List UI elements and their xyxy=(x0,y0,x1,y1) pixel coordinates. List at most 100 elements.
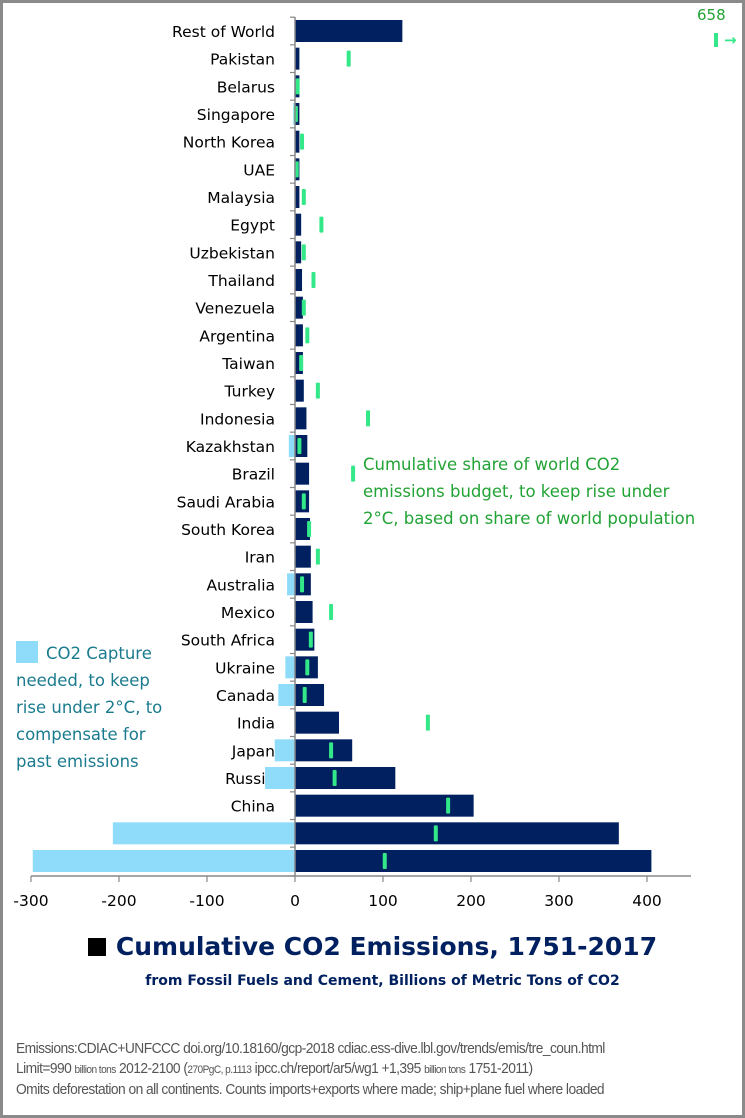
x-tick-label: 400 xyxy=(632,892,662,910)
share-marker xyxy=(329,742,334,759)
footer-text: 1751-2011) xyxy=(465,1060,534,1077)
category-label: Canada xyxy=(216,687,275,705)
emissions-bar xyxy=(295,822,619,845)
share-marker xyxy=(346,50,351,67)
capture-bar xyxy=(32,850,295,872)
emissions-bar xyxy=(295,296,303,319)
share-marker xyxy=(301,493,306,510)
capture-bar xyxy=(278,684,295,706)
share-marker xyxy=(332,770,337,786)
capture-annotation-line: compensate for xyxy=(16,725,146,744)
share-marker xyxy=(433,825,438,842)
emissions-bar xyxy=(295,711,339,734)
share-marker xyxy=(302,687,307,703)
category-label: Iran xyxy=(245,549,275,567)
share-marker xyxy=(311,272,316,288)
emissions-bar xyxy=(295,241,302,264)
x-tick-label: 300 xyxy=(544,892,574,910)
share-marker xyxy=(297,438,302,454)
category-label: Thailand xyxy=(207,272,275,290)
capture-bar xyxy=(288,435,295,457)
emissions-bar xyxy=(295,518,310,540)
emissions-bar xyxy=(295,794,474,817)
emissions-bar xyxy=(295,130,300,153)
category-label: Turkey xyxy=(224,383,275,401)
share-annotation-line: emissions budget, to keep rise under xyxy=(363,482,670,501)
chart-subtitle: from Fossil Fuels and Cement, Billions o… xyxy=(145,973,620,989)
chart-title: Cumulative CO2 Emissions, 1751-2017 xyxy=(0,932,745,961)
emissions-bar xyxy=(295,47,300,70)
share-marker xyxy=(446,797,451,814)
emissions-bar xyxy=(295,684,325,706)
share-marker xyxy=(305,327,310,344)
emissions-bar xyxy=(295,850,652,872)
x-tick-label: 100 xyxy=(368,892,398,910)
share-marker xyxy=(307,521,312,537)
off-chart-indicator: → xyxy=(714,31,737,49)
share-marker xyxy=(301,189,306,205)
x-tick-label: 200 xyxy=(456,892,486,910)
category-label: Saudi Arabia xyxy=(177,493,275,511)
off-chart-value-label: 658 xyxy=(697,6,726,24)
share-marker xyxy=(351,465,356,482)
share-annotation-line: Cumulative share of world CO2 xyxy=(363,455,621,474)
share-marker xyxy=(294,161,299,178)
footer-text: ipcc.ch/report/ar5/wg1 +1,395 xyxy=(251,1060,425,1077)
category-label: Kazakhstan xyxy=(186,438,275,456)
emissions-bar xyxy=(295,462,310,485)
emissions-bar xyxy=(295,379,304,402)
emissions-bar xyxy=(295,739,353,762)
share-marker xyxy=(315,548,320,565)
share-marker xyxy=(382,853,387,869)
chart-title-text: Cumulative CO2 Emissions, 1751-2017 xyxy=(115,932,658,961)
footer-line: Omits deforestation on all continents. C… xyxy=(16,1080,605,1100)
emissions-bar xyxy=(295,767,396,789)
arrow-right-icon: → xyxy=(724,31,737,49)
category-label: South Korea xyxy=(181,521,275,539)
category-label: Australia xyxy=(206,576,275,594)
capture-annotation: CO2 Capture needed, to keep rise under 2… xyxy=(16,640,162,775)
share-marker xyxy=(295,78,300,95)
capture-bar xyxy=(274,739,295,762)
capture-annotation-line: past emissions xyxy=(16,752,139,771)
category-label: Egypt xyxy=(230,217,275,235)
share-marker xyxy=(300,133,305,150)
category-label: Japan xyxy=(231,742,275,760)
share-marker xyxy=(301,299,306,316)
emissions-bar xyxy=(295,20,403,42)
x-tick-label: -200 xyxy=(101,892,136,910)
category-label: China xyxy=(231,798,275,816)
category-label: Russia xyxy=(225,770,275,788)
share-marker xyxy=(366,410,371,427)
category-label: India xyxy=(237,715,275,733)
footer-line: Emissions:CDIAC+UNFCCC doi.org/10.18160/… xyxy=(16,1039,605,1059)
share-marker xyxy=(308,631,313,648)
category-label: Rest of World xyxy=(172,23,275,41)
category-label: Mexico xyxy=(221,604,275,622)
emissions-bar xyxy=(295,601,313,623)
source-footer: Emissions:CDIAC+UNFCCC doi.org/10.18160/… xyxy=(16,1039,605,1100)
category-label: Pakistan xyxy=(210,51,275,69)
capture-bar xyxy=(285,656,295,679)
emissions-bar xyxy=(295,186,300,208)
share-marker xyxy=(299,355,304,371)
emissions-bar xyxy=(295,269,303,291)
footer-text: 2012-2100 ( xyxy=(115,1060,188,1077)
category-label: Brazil xyxy=(232,466,275,484)
share-annotation-line: 2°C, based on share of world population xyxy=(363,509,696,528)
emissions-bar xyxy=(295,545,311,568)
x-tick-label: 0 xyxy=(290,892,300,910)
category-label: South Africa xyxy=(181,632,275,650)
category-label: Malaysia xyxy=(207,189,275,207)
share-annotation: Cumulative share of world CO2 emissions … xyxy=(363,451,695,532)
share-marker xyxy=(315,382,320,399)
capture-annotation-line: rise under 2°C, to xyxy=(16,698,163,717)
capture-annotation-line: CO2 Capture xyxy=(46,644,152,663)
category-label: Belarus xyxy=(217,78,275,96)
footer-text: Limit=990 xyxy=(16,1060,75,1077)
footer-text: billion tons xyxy=(424,1064,466,1076)
share-marker-icon xyxy=(714,33,718,47)
capture-bar xyxy=(287,573,295,596)
